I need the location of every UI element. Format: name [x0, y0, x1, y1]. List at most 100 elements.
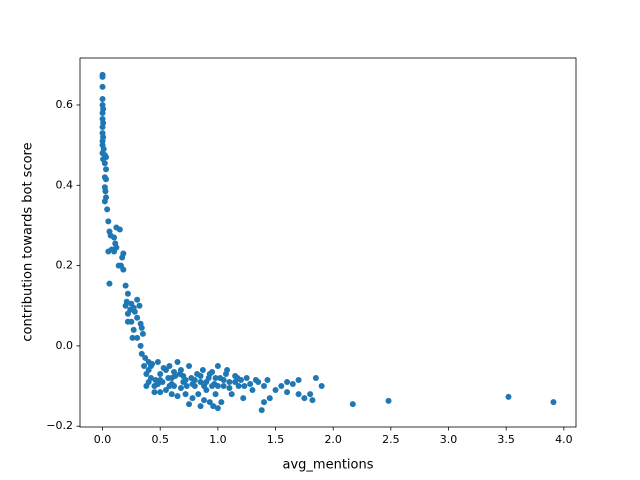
- point: [101, 160, 108, 167]
- point: [177, 385, 184, 392]
- point: [122, 302, 129, 309]
- point: [226, 385, 233, 392]
- point: [174, 358, 181, 365]
- point: [349, 401, 356, 408]
- point: [120, 266, 127, 273]
- point: [157, 370, 164, 377]
- point: [243, 375, 250, 382]
- y-tick-label: −0.2: [46, 419, 73, 432]
- point: [218, 399, 225, 406]
- y-tick-label: 0.2: [56, 259, 74, 272]
- point: [235, 383, 242, 390]
- point: [165, 375, 172, 382]
- y-tick-label: 0.4: [56, 178, 74, 191]
- point: [214, 405, 221, 412]
- point: [312, 375, 319, 382]
- x-tick-label: 3.5: [497, 433, 515, 446]
- x-tick-label: 1.5: [267, 433, 285, 446]
- point: [289, 381, 296, 388]
- point: [130, 326, 137, 333]
- point: [550, 399, 557, 406]
- point: [106, 280, 113, 287]
- point: [99, 83, 106, 90]
- point: [124, 310, 131, 317]
- point: [138, 350, 145, 357]
- point: [177, 366, 184, 373]
- point: [134, 296, 141, 303]
- point: [157, 389, 164, 396]
- point: [241, 383, 248, 390]
- point: [186, 362, 193, 369]
- point: [266, 395, 273, 402]
- point: [189, 381, 196, 388]
- point: [113, 224, 120, 231]
- point: [160, 364, 167, 371]
- x-tick-label: 4.0: [555, 433, 573, 446]
- point: [151, 389, 158, 396]
- point: [124, 290, 131, 297]
- point: [134, 314, 141, 321]
- point: [142, 354, 149, 361]
- point: [197, 379, 204, 386]
- x-tick-label: 0.0: [94, 433, 112, 446]
- point: [113, 244, 120, 251]
- point: [99, 73, 106, 80]
- point: [195, 391, 202, 398]
- point: [124, 318, 131, 325]
- point: [247, 381, 254, 388]
- point: [220, 377, 227, 384]
- point: [260, 399, 267, 406]
- point: [154, 381, 161, 388]
- point: [182, 377, 189, 384]
- point: [206, 399, 213, 406]
- point: [249, 387, 256, 394]
- point: [101, 198, 108, 205]
- point: [264, 377, 271, 384]
- point: [197, 403, 204, 410]
- point: [385, 397, 392, 404]
- point: [284, 379, 291, 386]
- point: [201, 397, 208, 404]
- point: [149, 360, 156, 367]
- x-tick-label: 2.0: [324, 433, 342, 446]
- point: [111, 234, 118, 241]
- point: [295, 377, 302, 384]
- point: [255, 379, 262, 386]
- point: [258, 407, 265, 414]
- x-axis-label: avg_mentions: [283, 458, 374, 473]
- point: [209, 383, 216, 390]
- point: [224, 366, 231, 373]
- point: [129, 334, 136, 341]
- point: [307, 391, 314, 398]
- point: [122, 282, 129, 289]
- point: [228, 391, 235, 398]
- point: [212, 391, 219, 398]
- point: [105, 248, 112, 255]
- point: [137, 342, 144, 349]
- point: [115, 262, 122, 269]
- point: [199, 366, 206, 373]
- x-tick-label: 2.5: [382, 433, 400, 446]
- point: [120, 250, 127, 257]
- point: [103, 166, 110, 173]
- point: [214, 362, 221, 369]
- point: [201, 383, 208, 390]
- point: [226, 379, 233, 386]
- point: [166, 383, 173, 390]
- plot-frame: [79, 57, 577, 428]
- point: [162, 387, 169, 394]
- point: [141, 362, 148, 369]
- point: [99, 110, 106, 117]
- point: [189, 395, 196, 402]
- point: [168, 391, 175, 398]
- point: [214, 383, 221, 390]
- point: [131, 308, 138, 315]
- point: [134, 334, 141, 341]
- point: [212, 375, 219, 382]
- point: [301, 395, 308, 402]
- y-tick-label: 0.0: [56, 339, 74, 352]
- point: [138, 324, 145, 331]
- point: [295, 391, 302, 398]
- point: [278, 383, 285, 390]
